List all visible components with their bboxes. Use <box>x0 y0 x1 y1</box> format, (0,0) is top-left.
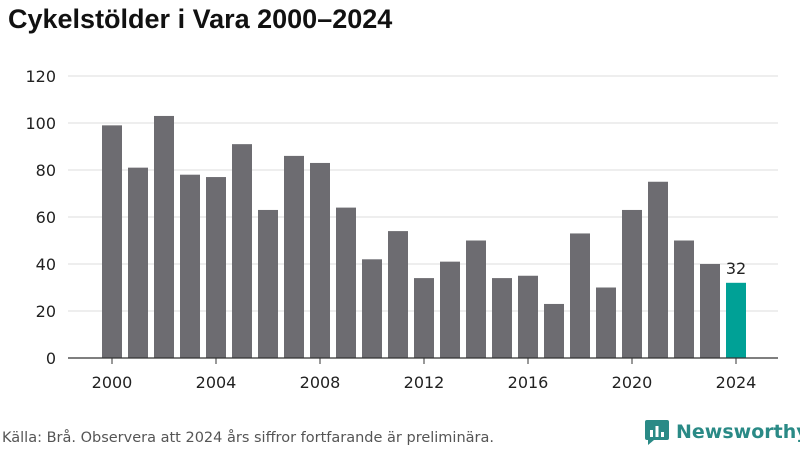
y-tick-label-0: 0 <box>46 349 56 368</box>
data-labels: 32 <box>726 259 746 278</box>
x-axis: 2000 2004 2008 2012 2016 2020 2024 <box>68 357 778 392</box>
x-tick-label-2024: 2024 <box>716 373 757 392</box>
x-tick-label-2000: 2000 <box>92 373 133 392</box>
bars <box>102 115 746 358</box>
bar-2013 <box>440 261 460 358</box>
bar-2009 <box>336 207 356 358</box>
y-tick-label-80: 80 <box>36 161 56 180</box>
brand-logo: Newsworthy <box>644 418 800 446</box>
y-tick-label-100: 100 <box>25 114 56 133</box>
bar-2005 <box>232 144 252 358</box>
bar-2016 <box>518 275 538 358</box>
bar-2002 <box>154 115 174 358</box>
x-tick-label-2008: 2008 <box>300 373 341 392</box>
gridlines <box>68 75 778 312</box>
bar-2015 <box>492 278 512 358</box>
newsworthy-logo-icon <box>645 420 669 445</box>
x-tick-label-2004: 2004 <box>196 373 237 392</box>
data-label-2024: 32 <box>726 259 746 278</box>
bar-2004 <box>206 177 226 358</box>
x-tick-label-2012: 2012 <box>404 373 445 392</box>
x-tick-label-2020: 2020 <box>612 373 653 392</box>
bar-2001 <box>128 167 148 358</box>
bar-2021 <box>648 181 668 358</box>
bar-2024 <box>726 282 746 358</box>
bar-2003 <box>180 174 200 358</box>
y-axis-ticks: 0 20 40 60 80 100 120 <box>25 67 56 368</box>
bar-2007 <box>284 155 304 358</box>
bar-2000 <box>102 125 122 358</box>
y-tick-label-20: 20 <box>36 302 56 321</box>
y-tick-label-40: 40 <box>36 255 56 274</box>
x-tick-label-2016: 2016 <box>508 373 549 392</box>
bar-2019 <box>596 287 616 358</box>
bar-2014 <box>466 240 486 358</box>
bar-2012 <box>414 278 434 358</box>
bar-2022 <box>674 240 694 358</box>
y-tick-label-120: 120 <box>25 67 56 86</box>
bar-2023 <box>700 264 720 358</box>
bar-2020 <box>622 209 642 358</box>
bar-2010 <box>362 259 382 358</box>
bar-2011 <box>388 231 408 358</box>
brand-name: Newsworthy <box>676 421 800 443</box>
bar-2008 <box>310 162 330 358</box>
bar-2006 <box>258 209 278 358</box>
bar-2018 <box>570 233 590 358</box>
chart-title: Cykelstölder i Vara 2000–2024 <box>8 4 393 34</box>
source-note: Källa: Brå. Observera att 2024 års siffr… <box>2 430 494 446</box>
bar-2017 <box>544 303 564 358</box>
y-tick-label-60: 60 <box>36 208 56 227</box>
